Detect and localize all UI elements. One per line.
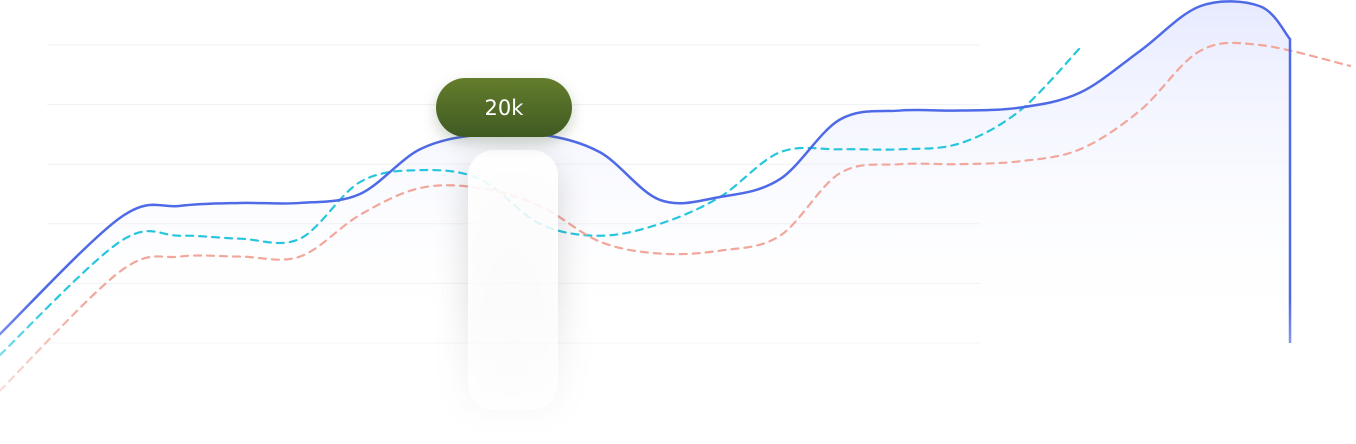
series-line-solid xyxy=(0,0,1292,336)
area-layer xyxy=(0,1,1290,343)
tooltip-value: 20k xyxy=(484,95,524,120)
series-line-dashed xyxy=(0,41,1352,392)
bottom-fade xyxy=(0,300,1356,444)
series-area-fill xyxy=(0,1,1290,343)
value-tooltip: 20k xyxy=(436,78,572,137)
